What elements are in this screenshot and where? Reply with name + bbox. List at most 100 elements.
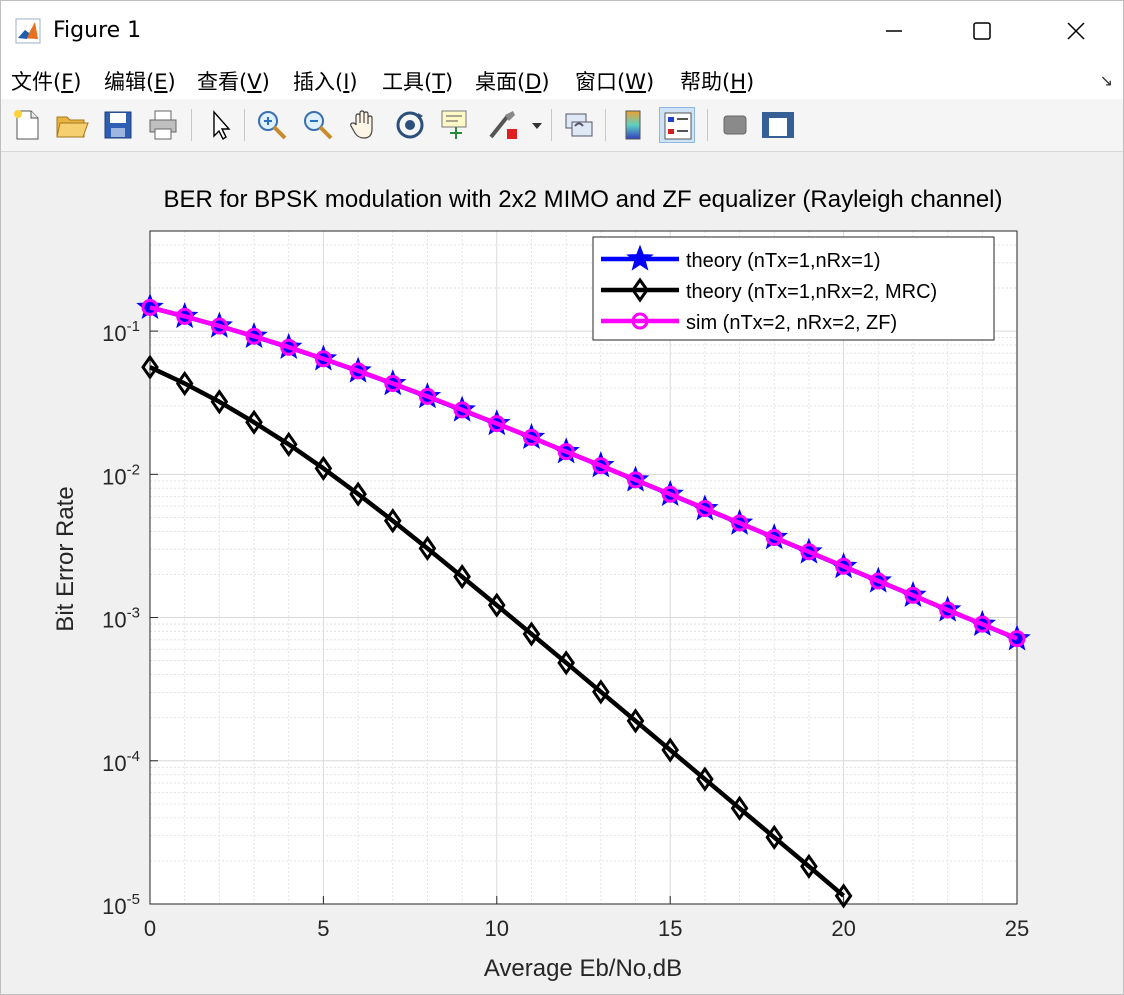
toolbar-separator bbox=[605, 109, 606, 141]
legend-label: sim (nTx=2, nRx=2, ZF) bbox=[686, 312, 897, 334]
data-point bbox=[487, 592, 506, 618]
data-point bbox=[730, 795, 749, 821]
data-point bbox=[280, 338, 298, 356]
x-tick-label: 25 bbox=[1005, 916, 1029, 941]
x-tick-label: 10 bbox=[485, 916, 509, 941]
menu-window[interactable]: 窗口(W) bbox=[575, 70, 655, 94]
data-point bbox=[453, 564, 471, 590]
show-plot-tools-button[interactable] bbox=[760, 107, 796, 143]
y-tick-label: 10-1 bbox=[102, 318, 140, 346]
data-point bbox=[800, 853, 818, 880]
toolbar-separator bbox=[191, 109, 192, 141]
data-point bbox=[800, 543, 818, 561]
data-point bbox=[592, 679, 610, 705]
save-button[interactable] bbox=[100, 107, 136, 143]
data-point bbox=[210, 317, 228, 335]
legend-marker bbox=[626, 244, 654, 271]
data-point bbox=[731, 514, 749, 532]
x-tick-label: 0 bbox=[144, 916, 156, 941]
pointer-button[interactable] bbox=[202, 107, 238, 143]
menu-edit[interactable]: 编辑(E) bbox=[104, 70, 176, 94]
menu-tools[interactable]: 工具(T) bbox=[382, 70, 454, 94]
legend-button[interactable] bbox=[659, 107, 695, 143]
data-point bbox=[661, 485, 679, 503]
new-figure-button[interactable] bbox=[9, 107, 45, 143]
figure-canvas[interactable]: 0 5 10 15 20 25 10-5 10-4 10-3 10-2 10-1 BER for B… bbox=[1, 152, 1123, 994]
data-point bbox=[418, 387, 436, 405]
menu-desktop[interactable]: 桌面(D) bbox=[475, 70, 550, 94]
data-point bbox=[245, 327, 263, 345]
colorbar-button[interactable] bbox=[615, 107, 651, 143]
hide-plot-tools-button[interactable] bbox=[717, 107, 753, 143]
legend-marker bbox=[631, 312, 649, 330]
data-point bbox=[834, 883, 853, 909]
data-point bbox=[522, 428, 540, 446]
minimize-button[interactable] bbox=[871, 9, 917, 53]
data-point bbox=[349, 362, 367, 380]
legend[interactable]: theory (nTx=1,nRx=1) theory (nTx=1,nRx=2,… bbox=[592, 236, 995, 341]
window-title: Figure 1 bbox=[53, 18, 142, 43]
brush-button[interactable] bbox=[485, 107, 521, 143]
zoom-in-icon bbox=[258, 111, 287, 140]
hide-plot-tools-icon bbox=[723, 115, 747, 135]
data-point bbox=[627, 471, 645, 489]
data-point bbox=[626, 708, 645, 734]
data-point bbox=[314, 350, 332, 368]
x-tick-label: 5 bbox=[317, 916, 329, 941]
data-point bbox=[175, 370, 194, 397]
title-bar[interactable]: Figure 1 bbox=[1, 1, 1123, 61]
data-point bbox=[557, 650, 575, 676]
x-axis-label: Average Eb/No,dB bbox=[484, 955, 682, 982]
close-button[interactable] bbox=[1053, 9, 1099, 53]
menubar-dock-arrow-icon[interactable]: ↘ bbox=[1099, 71, 1113, 90]
link-plot-button[interactable] bbox=[561, 107, 597, 143]
y-tick-label: 10-5 bbox=[102, 891, 140, 919]
data-point bbox=[522, 621, 541, 647]
legend-label: theory (nTx=1,nRx=2, MRC) bbox=[686, 281, 937, 303]
data-point bbox=[592, 457, 610, 475]
series-3 bbox=[141, 298, 1026, 648]
maximize-button[interactable] bbox=[959, 9, 1005, 53]
menu-view[interactable]: 查看(V) bbox=[197, 70, 270, 94]
data-point bbox=[418, 535, 437, 562]
new-figure-icon bbox=[14, 110, 39, 140]
maximize-icon bbox=[973, 22, 991, 40]
x-tick-label: 15 bbox=[658, 916, 682, 941]
chevron-down-icon bbox=[532, 123, 542, 129]
pan-button[interactable] bbox=[346, 107, 382, 143]
data-point bbox=[383, 508, 402, 534]
data-point bbox=[488, 415, 506, 433]
data-point bbox=[453, 401, 471, 419]
menu-file[interactable]: 文件(F) bbox=[11, 70, 82, 94]
data-point bbox=[939, 601, 957, 619]
data-point bbox=[141, 354, 159, 380]
menu-help[interactable]: 帮助(H) bbox=[680, 70, 755, 94]
legend-label: theory (nTx=1,nRx=1) bbox=[686, 250, 881, 272]
zoom-in-button[interactable] bbox=[254, 107, 290, 143]
show-plot-tools-icon bbox=[762, 112, 794, 138]
open-file-button[interactable] bbox=[54, 107, 90, 143]
data-point bbox=[835, 557, 853, 575]
data-point bbox=[557, 443, 575, 461]
data-point bbox=[349, 481, 367, 507]
menu-insert[interactable]: 插入(I) bbox=[293, 70, 358, 94]
print-button[interactable] bbox=[145, 107, 181, 143]
link-plot-icon bbox=[565, 113, 593, 137]
data-point bbox=[904, 586, 922, 604]
save-icon bbox=[104, 111, 132, 139]
legend-icon bbox=[664, 112, 692, 140]
zoom-out-button[interactable] bbox=[300, 107, 336, 143]
toolbar-separator bbox=[707, 109, 708, 141]
axes-box bbox=[149, 230, 1018, 905]
data-point bbox=[765, 529, 783, 547]
rotate-3d-button[interactable] bbox=[392, 107, 428, 143]
brush-icon bbox=[489, 111, 517, 139]
brush-dropdown[interactable] bbox=[529, 107, 545, 143]
zoom-out-icon bbox=[304, 111, 333, 140]
x-tick-label: 20 bbox=[831, 916, 855, 941]
ber-chart[interactable]: 0 5 10 15 20 25 10-5 10-4 10-3 10-2 10-1 BER for B… bbox=[1, 152, 1123, 994]
data-point bbox=[696, 766, 714, 792]
data-cursor-button[interactable] bbox=[438, 107, 474, 143]
close-icon bbox=[1067, 22, 1085, 40]
data-point bbox=[245, 409, 263, 435]
